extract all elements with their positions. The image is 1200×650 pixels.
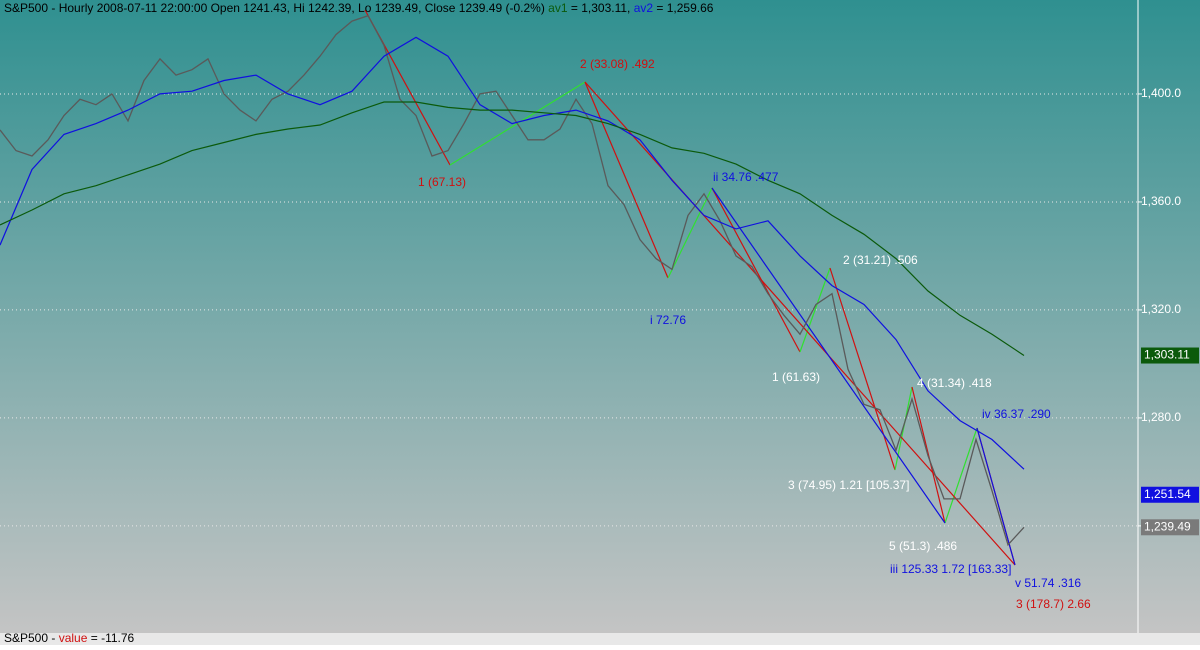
footer-symbol: S&P500 -	[4, 631, 55, 645]
legend-av1: av1	[548, 1, 568, 15]
wave-line	[667, 187, 713, 279]
price-marker-label: 1,239.49	[1144, 519, 1191, 533]
wave-line	[711, 187, 801, 353]
footer-value-name: value	[59, 631, 88, 645]
series-line	[0, 14, 1025, 547]
wave-label: 5 (51.3) .486	[889, 539, 957, 553]
wave-label: iii 125.33 1.72 [163.33]	[890, 562, 1011, 576]
y-tick-label: 1,320.0	[1141, 302, 1181, 316]
wave-line	[944, 427, 978, 524]
wave-label: 1 (61.63)	[772, 370, 820, 384]
header-av2-value: = 1,259.66	[653, 1, 714, 15]
footer-panel	[0, 633, 1200, 645]
header: S&P500 - Hourly 2008-07-11 22:00:00 Open…	[4, 1, 714, 15]
footer-value: = -11.76	[91, 631, 135, 645]
price-marker	[1141, 486, 1199, 503]
wave-lines	[364, 9, 1016, 566]
plot-background	[0, 0, 1200, 633]
wave-line	[911, 386, 946, 524]
wave-label: iv 36.37 .290	[982, 407, 1051, 421]
y-tick-label: 1,400.0	[1141, 86, 1181, 100]
wave-line	[711, 187, 946, 524]
wave-line	[976, 427, 1016, 566]
wave-label: 3 (178.7) 2.66	[1016, 597, 1091, 611]
series-line	[0, 101, 1025, 356]
footer: S&P500 - value = -11.76	[4, 631, 135, 645]
wave-label: i 72.76	[650, 313, 686, 327]
price-marker-label: 1,303.11	[1144, 348, 1190, 362]
wave-label: 2 (31.21) .506	[843, 253, 918, 267]
series-line	[0, 36, 1025, 470]
header-av1-value: = 1,303.11,	[568, 1, 631, 15]
wave-label: v 51.74 .316	[1015, 576, 1081, 590]
wave-line	[584, 81, 669, 279]
wave-label: ii 34.76 .477	[713, 170, 779, 184]
y-tick-label: 1,280.0	[1141, 410, 1181, 424]
wave-label: 2 (33.08) .492	[580, 57, 655, 71]
wave-label: 4 (31.34) .418	[917, 376, 992, 390]
wave-label: 3 (74.95) 1.21 [105.37]	[788, 478, 909, 492]
price-marker	[1141, 347, 1199, 364]
header-symbol: S&P500 - Hourly 2008-07-11 22:00:00 Open…	[4, 1, 545, 15]
wave-line	[584, 81, 1016, 566]
wave-label: 1 (67.13)	[418, 175, 466, 189]
price-marker-label: 1,251.54	[1144, 487, 1191, 501]
wave-line	[799, 267, 831, 353]
legend-av2: av2	[634, 1, 654, 15]
price-marker	[1141, 519, 1199, 536]
y-tick-label: 1,360.0	[1141, 194, 1181, 208]
